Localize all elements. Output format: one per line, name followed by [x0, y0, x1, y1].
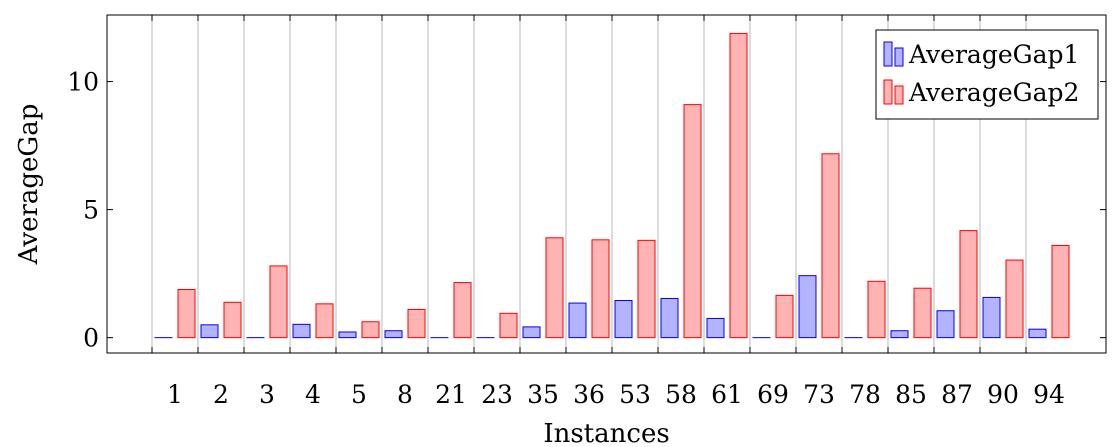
x-tick-label: 87	[941, 380, 973, 409]
plot-frame	[106, 14, 1107, 354]
bar-averagegap2	[637, 239, 656, 339]
bar-averagegap1	[522, 326, 541, 339]
x-tick-label: 21	[435, 380, 467, 409]
bar-averagegap2	[223, 301, 242, 339]
x-tick-label: 94	[1033, 380, 1065, 409]
bar-averagegap2	[315, 303, 334, 339]
bar-averagegap2	[775, 294, 794, 339]
x-tick-label: 90	[987, 380, 1019, 409]
x-axis-label: Instances	[543, 419, 669, 447]
bar-averagegap2	[1005, 259, 1024, 339]
bar-averagegap2	[591, 239, 610, 339]
y-axis-label: AverageGap	[14, 104, 44, 266]
x-tick-label: 78	[849, 380, 881, 409]
legend-swatch-bar	[883, 41, 893, 67]
bar-averagegap2	[913, 287, 932, 339]
bars-group	[154, 32, 1070, 339]
x-tick-label: 3	[259, 380, 275, 409]
x-tick-label: 1	[167, 380, 183, 409]
bar-averagegap1	[614, 300, 633, 339]
bar-averagegap1	[982, 296, 1001, 339]
x-tick-label: 53	[619, 380, 651, 409]
x-tick-label: 36	[573, 380, 605, 409]
bar-averagegap2	[453, 282, 472, 339]
bar-averagegap2	[269, 265, 288, 339]
legend-entry-averagegap2: AverageGap2	[883, 78, 1079, 107]
bar-averagegap1	[890, 330, 909, 339]
legend: AverageGap1 AverageGap2	[875, 29, 1099, 120]
x-tick-label: 35	[527, 380, 559, 409]
bar-averagegap1	[1028, 328, 1047, 339]
x-tick-label: 23	[481, 380, 513, 409]
bar-averagegap2	[499, 312, 518, 339]
legend-entry-averagegap1: AverageGap1	[883, 40, 1079, 69]
y-tick-labels: 0 5 10	[67, 68, 99, 353]
x-tick-label: 5	[351, 380, 367, 409]
x-tick-label: 73	[803, 380, 835, 409]
legend-box	[875, 29, 1099, 120]
bar-averagegap1	[706, 317, 725, 339]
grid-lines	[151, 15, 1027, 353]
bar-averagegap1	[338, 331, 357, 339]
x-tick-labels: 1 2 3 4 5 8 21 23 35 36 53 58 61 69 73 78 85 87 90 94	[167, 380, 1065, 409]
bar-averagegap1	[384, 330, 403, 339]
bar-averagegap1	[568, 302, 587, 339]
legend-swatch-bar	[894, 85, 904, 105]
bar-averagegap1	[200, 324, 219, 339]
bar-averagegap1	[660, 297, 679, 339]
bar-averagegap2	[361, 321, 380, 339]
x-tick-label: 8	[397, 380, 413, 409]
legend-label-averagegap1: AverageGap1	[908, 40, 1079, 69]
legend-swatch-averagegap1	[883, 41, 904, 67]
x-tick-label: 85	[895, 380, 927, 409]
y-tick-label: 5	[83, 196, 99, 225]
bar-averagegap2	[545, 237, 564, 339]
bar-averagegap1	[936, 310, 955, 339]
bar-averagegap1	[798, 275, 817, 339]
axis-ticks	[107, 15, 1106, 353]
bar-averagegap2	[1051, 244, 1070, 339]
legend-swatch-bar	[883, 79, 893, 105]
bar-averagegap2	[729, 32, 748, 339]
legend-swatch-bar	[894, 47, 904, 67]
y-tick-label: 0	[83, 324, 99, 353]
bar-averagegap2	[959, 230, 978, 339]
bar-averagegap2	[821, 153, 840, 339]
bar-averagegap2	[177, 288, 196, 339]
y-tick-label: 10	[67, 68, 99, 97]
bar-averagegap2	[407, 308, 426, 339]
legend-label-averagegap2: AverageGap2	[908, 78, 1079, 107]
x-tick-label: 69	[757, 380, 789, 409]
bar-averagegap2	[683, 104, 702, 339]
x-tick-label: 58	[665, 380, 697, 409]
x-tick-label: 4	[305, 380, 321, 409]
x-tick-label: 2	[213, 380, 229, 409]
x-tick-label: 61	[711, 380, 743, 409]
legend-swatch-averagegap2	[883, 79, 904, 105]
bar-averagegap2	[867, 280, 886, 339]
bar-averagegap1	[292, 323, 311, 339]
